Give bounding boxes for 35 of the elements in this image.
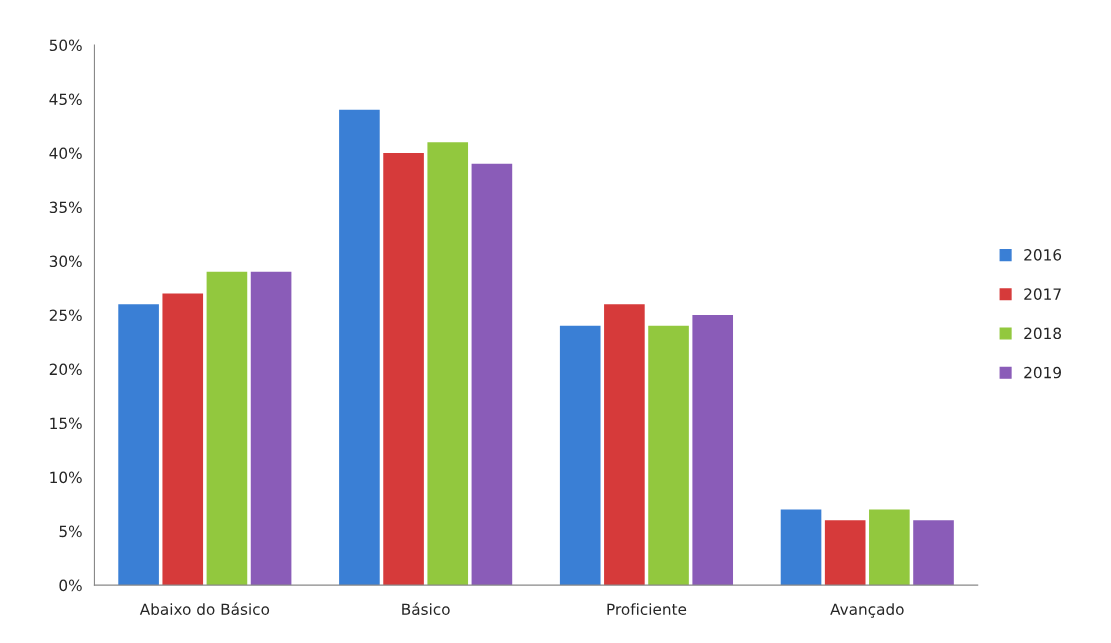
bar: [692, 315, 734, 586]
bar: [559, 325, 601, 586]
y-tick-label: 15%: [50, 417, 82, 430]
y-tick-label: 10%: [50, 471, 82, 484]
bar: [824, 520, 866, 586]
bar: [780, 509, 822, 586]
bar: [869, 509, 910, 586]
y-tick-label: 40%: [49, 147, 82, 160]
bar: [162, 293, 204, 586]
y-tick-label: 0%: [59, 579, 82, 592]
legend-label: 2019: [1024, 366, 1061, 379]
x-tick-label: Abaixo do Básico: [139, 602, 270, 616]
y-tick-label: 50%: [49, 39, 82, 52]
y-tick-label: 30%: [49, 255, 82, 268]
bar: [913, 520, 954, 586]
bar: [339, 109, 380, 586]
y-tick-label: 20%: [49, 363, 82, 376]
y-tick-label: 5%: [59, 525, 82, 538]
y-tick-label: 45%: [49, 93, 82, 106]
bar: [604, 304, 645, 586]
bar: [118, 304, 159, 586]
bar: [648, 325, 689, 586]
bar: [383, 153, 424, 586]
x-tick-label: Avançado: [830, 603, 904, 618]
bar: [427, 142, 469, 586]
y-tick-label: 35%: [49, 201, 82, 214]
bar: [250, 271, 292, 586]
bar: [206, 271, 248, 586]
legend-label: 2018: [1024, 327, 1062, 340]
y-tick-label: 25%: [49, 309, 82, 322]
legend-label: 2017: [1024, 288, 1061, 300]
x-tick-label: Básico: [402, 602, 450, 616]
x-tick-label: Proficiente: [607, 603, 687, 616]
bar: [471, 163, 513, 586]
legend-label: 2016: [1024, 249, 1062, 261]
